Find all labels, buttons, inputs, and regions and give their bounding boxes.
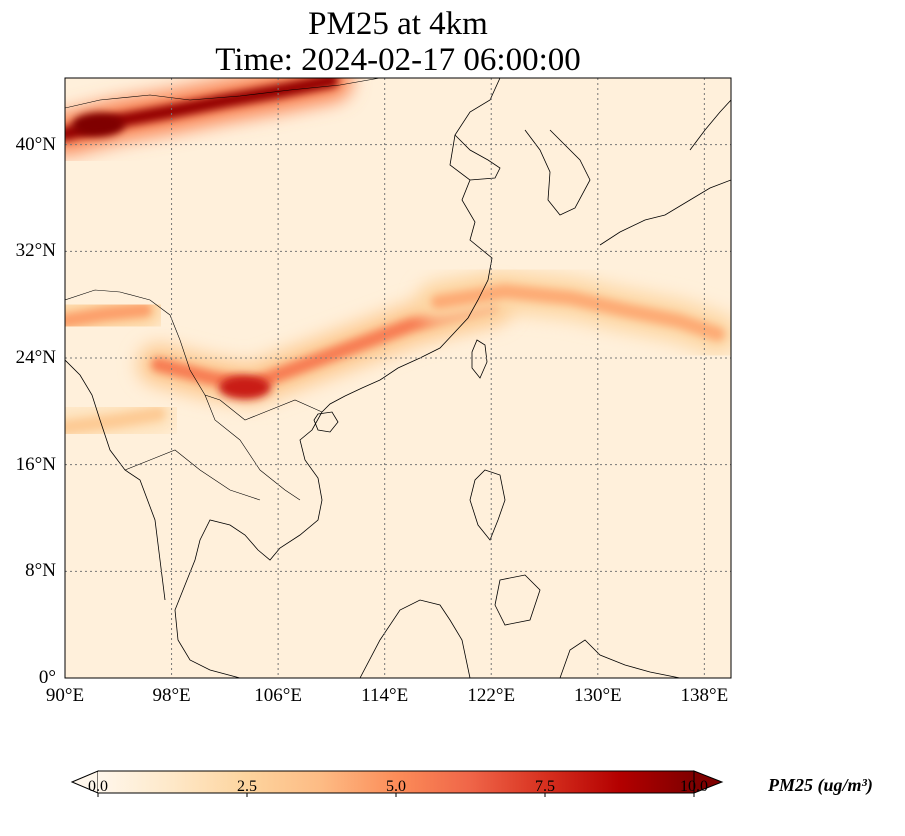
colorbar-tick-label: 0.0 xyxy=(88,778,108,795)
yunnan-hotspot xyxy=(218,375,271,400)
colorbar-tick-label: 7.5 xyxy=(535,778,555,795)
map-title: PM25 at 4km xyxy=(308,6,488,42)
plume-indochina-band xyxy=(65,407,166,435)
lon-tick-label: 138°E xyxy=(680,685,729,706)
coastline-china xyxy=(321,78,501,413)
coastline-japan-north xyxy=(689,99,731,151)
coastline-korea xyxy=(524,129,591,216)
border-thailand xyxy=(124,449,261,501)
lat-tick-label: 0° xyxy=(38,667,56,688)
plume-western-band xyxy=(65,303,152,328)
colorbar-gradient xyxy=(98,771,694,793)
lon-tick-label: 90°E xyxy=(45,685,85,706)
colorbar-extend-high xyxy=(693,770,724,794)
coastline-borneo xyxy=(359,599,471,678)
coastline-japan xyxy=(599,179,731,246)
coastline-luzon xyxy=(469,469,506,541)
coastline-indochina xyxy=(174,411,323,678)
lat-tick-label: 16°N xyxy=(15,453,56,475)
gridlines xyxy=(65,78,731,678)
coastlines xyxy=(65,78,731,678)
colorbar-tick-label: 2.5 xyxy=(237,778,257,795)
coastline-mindanao xyxy=(494,574,541,626)
border-myanmar-china xyxy=(65,289,323,421)
colorbar-tick-label: 5.0 xyxy=(386,778,406,795)
coastline-myanmar xyxy=(65,359,166,601)
lat-tick-label: 40°N xyxy=(15,133,56,155)
border-mongolia xyxy=(65,78,381,109)
lon-tick-label: 106°E xyxy=(254,685,302,706)
mongolia-core xyxy=(72,112,125,137)
lat-tick-label: 24°N xyxy=(15,347,56,368)
border-laos xyxy=(204,394,301,501)
lat-tick-label: 32°N xyxy=(15,240,56,262)
colorbar xyxy=(70,770,724,797)
coastline-taiwan xyxy=(471,339,488,379)
lon-tick-label: 130°E xyxy=(573,685,622,706)
coastline-hainan xyxy=(313,411,339,433)
coastline-papua xyxy=(559,639,681,678)
lon-tick-label: 122°E xyxy=(467,685,516,706)
map-frame xyxy=(64,77,732,679)
map-subtitle-time: Time: 2024-02-17 06:00:00 xyxy=(215,42,581,78)
lon-tick-label: 98°E xyxy=(152,685,191,706)
lon-tick-label: 114°E xyxy=(361,685,409,706)
lat-tick-label: 8°N xyxy=(25,560,56,582)
colorbar-tick-label: 10.0 xyxy=(680,778,708,795)
colorbar-label: PM25 (ug/m³) xyxy=(768,775,873,795)
